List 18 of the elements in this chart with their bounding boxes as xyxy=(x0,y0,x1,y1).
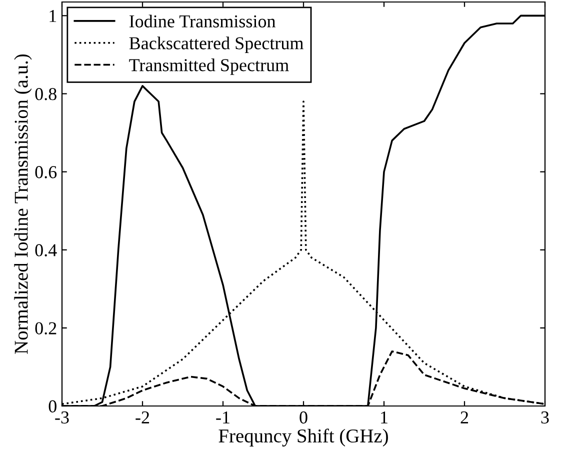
y-tick-label: 0.2 xyxy=(35,322,56,334)
x-axis-title: Frequncy Shift (GHz) xyxy=(218,428,388,447)
y-tick-label: 0.6 xyxy=(35,166,57,178)
legend-label: Backscattered Spectrum xyxy=(129,36,304,54)
x-tick-label: -2 xyxy=(136,411,150,424)
x-tick-label: -1 xyxy=(216,411,230,424)
y-tick-label: 0.4 xyxy=(35,244,57,256)
legend-label: Transmitted Spectrum xyxy=(129,58,289,75)
x-tick-label: 1 xyxy=(381,411,388,424)
y-tick-label: 0 xyxy=(48,400,56,412)
y-tick-label: 0.8 xyxy=(35,88,56,100)
x-tick-label: 0 xyxy=(300,411,308,424)
y-axis-title: Normalized Iodine Transmission (a.u.) xyxy=(14,54,32,354)
legend-label: Iodine Transmission xyxy=(129,14,276,28)
x-tick-label: 3 xyxy=(541,411,549,424)
y-tick-label: 1 xyxy=(50,10,56,22)
x-tick-label: -3 xyxy=(55,411,69,424)
x-tick-label: 2 xyxy=(460,411,468,424)
